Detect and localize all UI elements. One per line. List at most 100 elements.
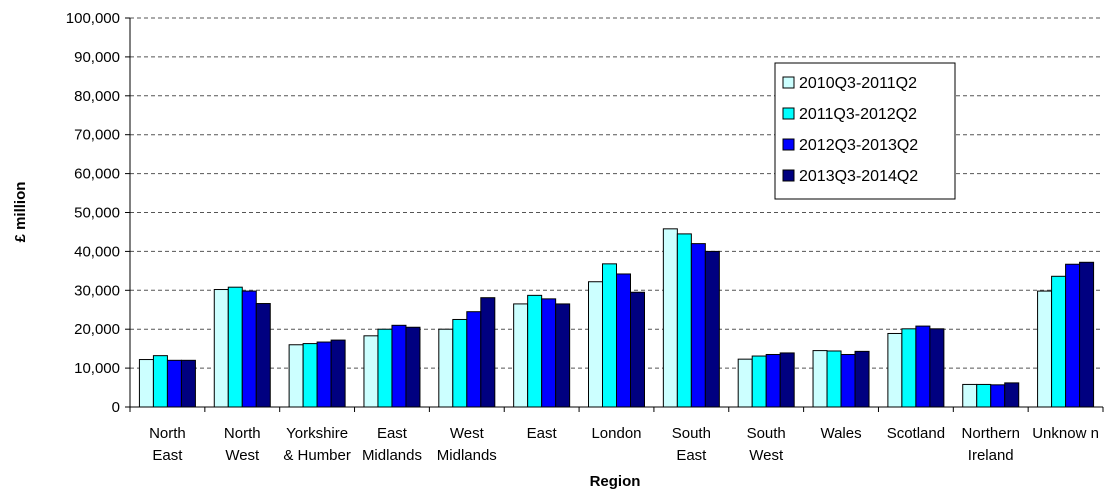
x-category-label: West xyxy=(225,447,260,464)
bar xyxy=(662,228,678,408)
bar xyxy=(377,328,393,408)
x-category-label: East xyxy=(152,447,183,464)
y-tick-label: 100,000 xyxy=(66,10,120,27)
bar xyxy=(438,328,454,408)
bar xyxy=(541,298,557,408)
bar xyxy=(330,339,346,408)
x-category-label: North xyxy=(224,425,261,442)
bar xyxy=(812,350,828,408)
bar xyxy=(241,290,257,408)
bar xyxy=(990,384,1006,408)
bar xyxy=(302,343,318,408)
bar xyxy=(363,335,379,408)
y-tick-label: 20,000 xyxy=(74,321,120,338)
y-tick-label: 10,000 xyxy=(74,360,120,377)
x-category-label: London xyxy=(591,425,641,442)
bar xyxy=(976,383,992,408)
bar xyxy=(152,355,168,408)
bar xyxy=(227,286,243,408)
legend-label: 2012Q3-2013Q2 xyxy=(799,137,918,154)
bar xyxy=(676,233,692,408)
x-category-label: North xyxy=(149,425,186,442)
bar xyxy=(929,328,945,408)
bar xyxy=(737,358,753,408)
bar xyxy=(826,350,842,408)
legend-label: 2010Q3-2011Q2 xyxy=(799,75,917,92)
x-category-label: Northern xyxy=(962,425,1020,442)
legend-swatch xyxy=(782,107,795,120)
bar xyxy=(1065,263,1081,408)
x-category-label: West xyxy=(450,425,485,442)
x-category-label: East xyxy=(527,425,558,442)
bar xyxy=(588,281,603,408)
y-axis-title: £ million xyxy=(12,182,29,243)
bar xyxy=(751,355,767,408)
legend: 2010Q3-2011Q2 2011Q3-2012Q2 2012Q3-2013Q2 2… xyxy=(774,62,956,200)
x-category-label: East xyxy=(676,447,707,464)
bar xyxy=(391,324,407,408)
bar xyxy=(887,332,903,408)
bar xyxy=(466,311,482,408)
bar xyxy=(288,344,304,408)
bar xyxy=(915,325,931,408)
bar xyxy=(166,359,182,408)
y-tick-label: 40,000 xyxy=(74,243,120,260)
y-tick-labels: 0 10,000 20,000 30,000 40,000 50,000 60,000 70,… xyxy=(66,10,120,416)
bar xyxy=(452,318,468,408)
x-category-labels: North East North West Yorkshire & Humber East M… xyxy=(149,425,1099,464)
bar xyxy=(513,303,529,408)
y-tick-label: 80,000 xyxy=(74,88,120,105)
bar xyxy=(602,263,617,408)
bar xyxy=(630,291,645,408)
bar xyxy=(180,359,196,408)
legend-swatch xyxy=(782,138,795,151)
bar xyxy=(765,353,781,408)
bar xyxy=(480,297,496,408)
x-category-label: Midlands xyxy=(362,447,422,464)
bar xyxy=(316,341,332,408)
bar xyxy=(1037,290,1053,408)
y-tick-label: 70,000 xyxy=(74,127,120,144)
bar xyxy=(555,303,571,408)
x-category-label: East xyxy=(377,425,408,442)
x-category-label: Scotland xyxy=(887,425,945,442)
x-category-label: & Humber xyxy=(283,447,351,464)
x-category-label: Ireland xyxy=(968,447,1014,464)
x-category-label: West xyxy=(749,447,784,464)
bar xyxy=(840,353,856,408)
bar xyxy=(213,289,229,408)
legend-box xyxy=(774,62,956,200)
legend-swatch xyxy=(782,76,795,89)
bars xyxy=(138,228,1095,408)
legend-swatch xyxy=(782,169,795,182)
x-category-label: South xyxy=(672,425,711,442)
legend-label: 2013Q3-2014Q2 xyxy=(799,168,918,185)
bar xyxy=(1004,382,1020,408)
x-category-label: Yorkshire xyxy=(286,425,348,442)
bar xyxy=(962,383,978,408)
bar xyxy=(138,359,154,408)
bar xyxy=(527,294,543,408)
y-tick-label: 60,000 xyxy=(74,166,120,183)
bar xyxy=(616,273,631,408)
x-category-label: Unknow n xyxy=(1032,425,1099,442)
x-category-label: South xyxy=(747,425,786,442)
bar xyxy=(1079,261,1095,408)
bar xyxy=(255,303,271,408)
bar xyxy=(854,350,870,408)
x-axis-title: Region xyxy=(590,473,641,490)
bar xyxy=(405,326,421,408)
legend-label: 2011Q3-2012Q2 xyxy=(799,106,917,123)
bar xyxy=(1051,275,1067,408)
x-category-label: Midlands xyxy=(437,447,497,464)
bar xyxy=(704,250,720,408)
axes xyxy=(125,17,1104,412)
y-tick-label: 90,000 xyxy=(74,49,120,66)
bar xyxy=(690,243,706,408)
y-tick-label: 0 xyxy=(112,399,120,416)
y-tick-label: 30,000 xyxy=(74,282,120,299)
x-category-label: Wales xyxy=(820,425,861,442)
y-tick-label: 50,000 xyxy=(74,205,120,222)
bar xyxy=(779,352,795,408)
